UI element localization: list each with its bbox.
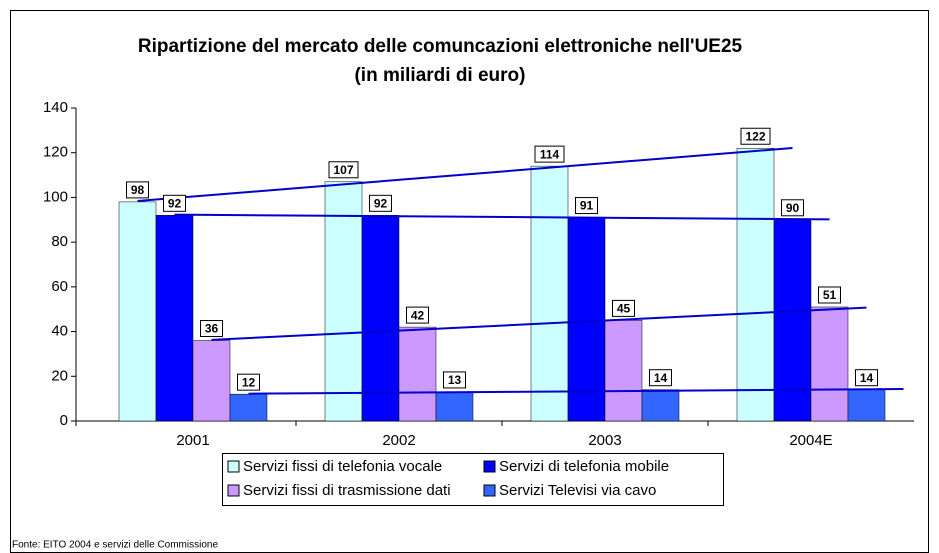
trendline [174, 213, 830, 221]
data-label-box [855, 369, 878, 387]
data-label: 90 [786, 201, 800, 215]
legend [222, 453, 724, 506]
trendline [248, 388, 904, 395]
bar [810, 306, 849, 422]
y-tick-label: 120 [43, 144, 68, 161]
chart-subtitle: (in miliardi di euro) [354, 65, 525, 86]
legend-swatch [227, 460, 240, 473]
data-label: 13 [448, 373, 462, 387]
source: Fonte: EITO 2004 e servizi delle Commiss… [12, 540, 218, 551]
data-label-box [534, 145, 565, 163]
legend-label: Servizi di telefonia mobile [499, 458, 669, 475]
legend-swatch [227, 484, 240, 497]
legend-swatch [483, 484, 496, 497]
bar [641, 389, 680, 422]
bar [736, 147, 775, 422]
bar [229, 393, 268, 422]
bar [361, 215, 400, 422]
data-label: 91 [580, 199, 594, 213]
y-tick-label: 20 [51, 367, 68, 384]
data-label-box [818, 286, 841, 304]
y-tick-label: 100 [43, 188, 68, 205]
data-label: 36 [205, 322, 219, 336]
y-tick-label: 0 [60, 412, 68, 429]
legend-label: Servizi fissi di trasmissione dati [243, 482, 451, 499]
legend-label: Servizi fissi di telefonia vocale [243, 458, 442, 475]
bar [530, 165, 569, 422]
data-label-box [126, 181, 149, 199]
y-tick-label: 60 [51, 278, 68, 295]
data-label: 92 [374, 196, 388, 210]
data-label: 51 [823, 288, 837, 302]
bar [324, 181, 363, 422]
bar [847, 389, 886, 422]
y-tick-label: 80 [51, 233, 68, 250]
data-label-box [369, 194, 392, 212]
data-label: 122 [745, 129, 765, 143]
data-label-box [200, 320, 223, 338]
data-label-box [649, 369, 672, 387]
data-label: 14 [654, 371, 668, 385]
bar [155, 215, 194, 422]
data-label-box [328, 161, 359, 179]
data-label: 107 [333, 163, 353, 177]
bar [398, 326, 437, 422]
chart-title: Ripartizione del mercato delle comuncazi… [138, 36, 743, 57]
trendline [211, 306, 867, 341]
bar [118, 201, 157, 422]
x-tick-label: 2001 [176, 432, 209, 449]
data-label-box [740, 127, 771, 145]
data-label-box [575, 197, 598, 215]
bar [604, 320, 643, 422]
data-label: 98 [131, 183, 145, 197]
y-tick-label: 140 [43, 99, 68, 116]
data-label: 114 [540, 147, 560, 161]
data-label-box [406, 306, 429, 324]
x-tick-label: 2003 [588, 432, 621, 449]
bar [192, 340, 231, 422]
bar [567, 217, 606, 422]
bar [435, 391, 474, 422]
data-label-box [781, 199, 804, 217]
legend-swatch [483, 460, 496, 473]
y-tick-label: 40 [51, 323, 68, 340]
data-label-box [237, 373, 260, 391]
data-label-box [612, 299, 635, 317]
trendline [137, 147, 793, 203]
data-label: 14 [860, 371, 874, 385]
data-label: 45 [617, 302, 631, 316]
x-tick-label: 2002 [382, 432, 415, 449]
data-label: 12 [242, 375, 256, 389]
data-label-box [443, 371, 466, 389]
x-tick-label: 2004E [789, 432, 832, 449]
data-label-box [163, 194, 186, 212]
data-label: 92 [168, 196, 182, 210]
data-label: 42 [411, 308, 425, 322]
legend-label: Servizi Televisi via cavo [499, 482, 656, 499]
